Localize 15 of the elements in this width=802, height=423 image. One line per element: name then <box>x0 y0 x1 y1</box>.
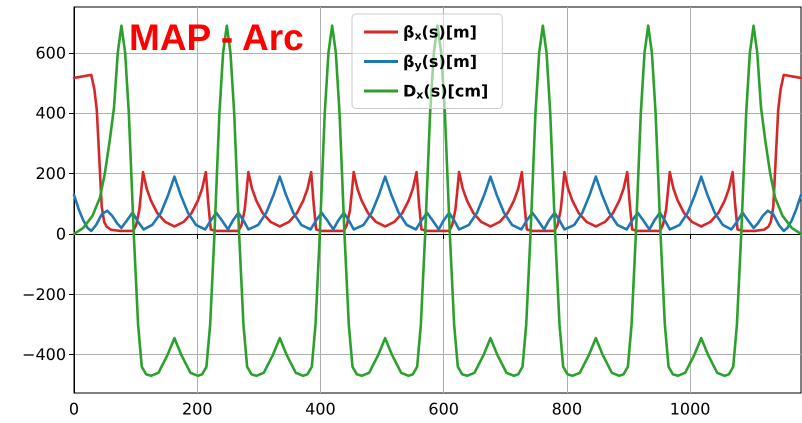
line-series <box>72 24 802 378</box>
x-tick-label: 600 <box>428 400 459 418</box>
line-series <box>72 74 802 232</box>
y-tick-label: −400 <box>22 345 66 364</box>
line-series <box>72 175 802 232</box>
y-tick-label: −200 <box>22 284 66 304</box>
y-tick-label: 400 <box>35 104 66 123</box>
x-tick-label: 0 <box>68 400 80 418</box>
x-tick-label: 400 <box>305 400 336 418</box>
y-tick-label: 600 <box>35 43 66 62</box>
y-tick-label: 0 <box>56 224 66 244</box>
x-tick-label: 200 <box>182 400 212 418</box>
y-tick-label: 200 <box>35 164 66 184</box>
x-tick-label: 800 <box>552 400 582 418</box>
x-tick-label: 1000 <box>670 400 710 418</box>
